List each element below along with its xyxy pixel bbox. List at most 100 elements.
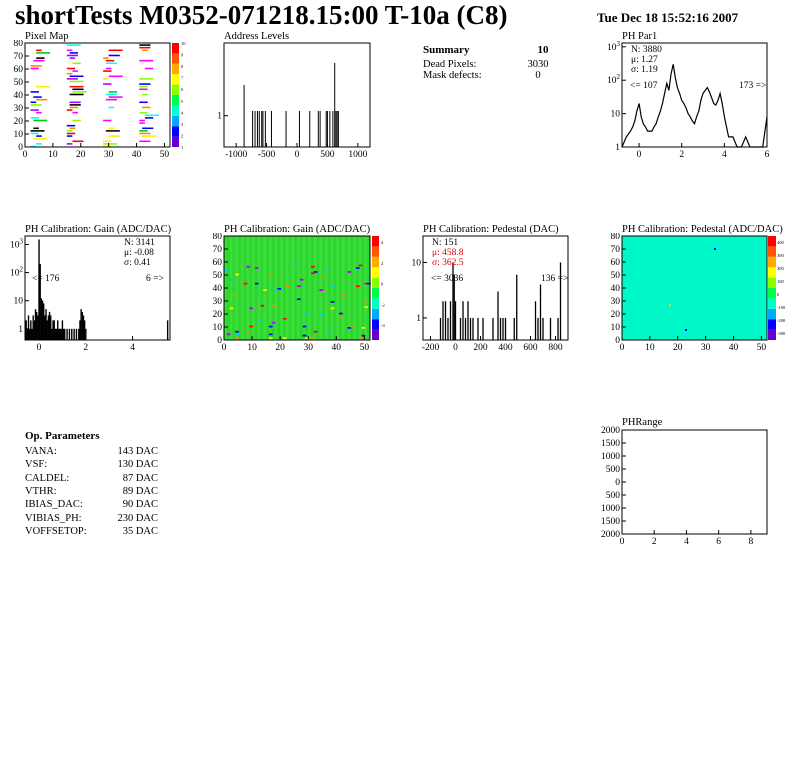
- colorbar-segment: [768, 256, 776, 268]
- heatmap-column: [319, 236, 323, 340]
- heatmap-column: [294, 236, 297, 340]
- heatmap-cell: [285, 285, 290, 288]
- heatmap-cell: [33, 119, 48, 122]
- heatmap-column: [322, 236, 326, 340]
- colorbar-segment: [372, 236, 379, 247]
- heatmap-cell: [274, 289, 279, 291]
- heatmap-cell: [66, 143, 73, 145]
- heatmap-column: [325, 236, 328, 340]
- heatmap-cell: [226, 333, 231, 336]
- heatmap-cell: [235, 273, 239, 276]
- heatmap-column: [240, 236, 244, 340]
- colorbar-label: -2: [381, 302, 385, 307]
- heatmap-column: [285, 236, 289, 340]
- heatmap-cell: [330, 307, 335, 310]
- heatmap-column: [282, 236, 286, 340]
- x-tick-label: 0: [620, 537, 625, 547]
- heatmap-column: [316, 236, 320, 340]
- plot-frame: [621, 429, 768, 535]
- heatmap-cell: [108, 96, 123, 98]
- heatmap-cell: [105, 59, 115, 62]
- x-tick-label: 4: [684, 537, 689, 547]
- heatmap-cell: [249, 307, 253, 310]
- colorbar-label: 0: [777, 292, 780, 297]
- heatmap-cell: [347, 271, 352, 273]
- heatmap-column: [243, 236, 247, 340]
- colorbar-segment: [172, 84, 179, 95]
- stats-entries: N: 3141: [124, 238, 155, 248]
- heatmap-column: [229, 236, 233, 340]
- y-tick-label: 2000: [601, 426, 620, 436]
- heatmap-cell: [139, 101, 148, 104]
- summary-heading: Summary: [423, 44, 470, 56]
- heatmap-cell: [322, 290, 326, 293]
- x-tick-label: 0: [620, 343, 625, 353]
- heatmap-cell: [254, 282, 259, 285]
- y-tick-label: 1000: [601, 504, 620, 514]
- x-tick-label: 30: [303, 343, 313, 353]
- x-tick-label: 50: [757, 343, 767, 353]
- heatmap-column: [308, 236, 312, 340]
- heatmap-cell: [66, 54, 78, 57]
- op-param-label: VOFFSETOP:: [25, 525, 87, 537]
- x-tick-label: 400: [498, 343, 513, 353]
- heatmap-column: [336, 236, 340, 340]
- op-param-label: VTHR:: [25, 485, 57, 497]
- y-tick-label: 500: [606, 465, 621, 475]
- heatmap-cell: [311, 337, 315, 340]
- y-tick-label: 20: [213, 310, 223, 320]
- x-tick-label: 800: [548, 343, 563, 353]
- heatmap-cell: [142, 127, 154, 130]
- gain-1d-title: PH Calibration: Gain (ADC/DAC): [25, 224, 172, 235]
- ph-par1-title: PH Par1: [622, 31, 658, 42]
- x-tick-label: 8: [749, 537, 754, 547]
- y-tick-label: 40: [213, 284, 223, 294]
- heatmap-cell: [30, 117, 39, 119]
- y-tick-label: 30: [213, 297, 223, 307]
- x-tick-label: 2: [679, 150, 684, 160]
- heatmap-cell: [108, 106, 115, 109]
- x-tick-label: 40: [132, 150, 142, 160]
- y-tick-label: 60: [213, 258, 223, 268]
- heatmap-cell: [350, 325, 354, 328]
- heatmap-cell: [36, 143, 42, 145]
- heatmap-cell: [30, 104, 42, 106]
- y-tick-label: 1: [18, 325, 23, 335]
- stats-sigma: σ: 1.19: [631, 65, 658, 75]
- heatmap-column: [305, 236, 309, 340]
- heatmap-column: [333, 236, 337, 340]
- address-levels-chart: -1000 -500 0 500 1000 1: [217, 42, 371, 160]
- heatmap-cell: [319, 314, 324, 316]
- heatmap-column: [355, 236, 359, 340]
- heatmap-cell: [339, 312, 343, 315]
- x-tick-label: 0: [295, 150, 300, 160]
- heatmap-column: [313, 236, 317, 340]
- heatmap-cell: [69, 104, 81, 106]
- colorbar-segment: [768, 236, 776, 247]
- colorbar-label: 0: [381, 282, 384, 287]
- heatmap-cell: [282, 317, 287, 320]
- heatmap-column: [299, 236, 303, 340]
- heatmap-cell: [364, 301, 369, 303]
- heatmap-column: [226, 236, 230, 340]
- y-tick-label: 500: [606, 491, 621, 501]
- heatmap-cell: [235, 337, 239, 340]
- heatmap-cell: [313, 330, 318, 333]
- ph-range-title: PHRange: [622, 417, 663, 428]
- op-params-heading: Op. Parameters: [25, 430, 100, 442]
- op-param-label: IBIAS_DAC:: [25, 499, 83, 511]
- heatmap-cell: [105, 130, 120, 132]
- colorbar-label: 100: [777, 279, 785, 284]
- heatmap-cell: [103, 143, 118, 145]
- heatmap-cell: [361, 334, 366, 337]
- ph-range-chart: 0 2 4 6 8 2000 1500 1000 500 0 500 1000 1500 2000: [601, 426, 768, 547]
- x-tick-label: 200: [473, 343, 488, 353]
- heatmap-cell: [144, 67, 154, 70]
- heatmap-cell: [69, 57, 76, 59]
- heatmap-cell: [66, 72, 73, 75]
- heatmap-column: [291, 236, 295, 340]
- heatmap-cell: [144, 117, 154, 119]
- op-param-label: VANA:: [25, 446, 57, 457]
- heatmap-cell: [139, 119, 145, 122]
